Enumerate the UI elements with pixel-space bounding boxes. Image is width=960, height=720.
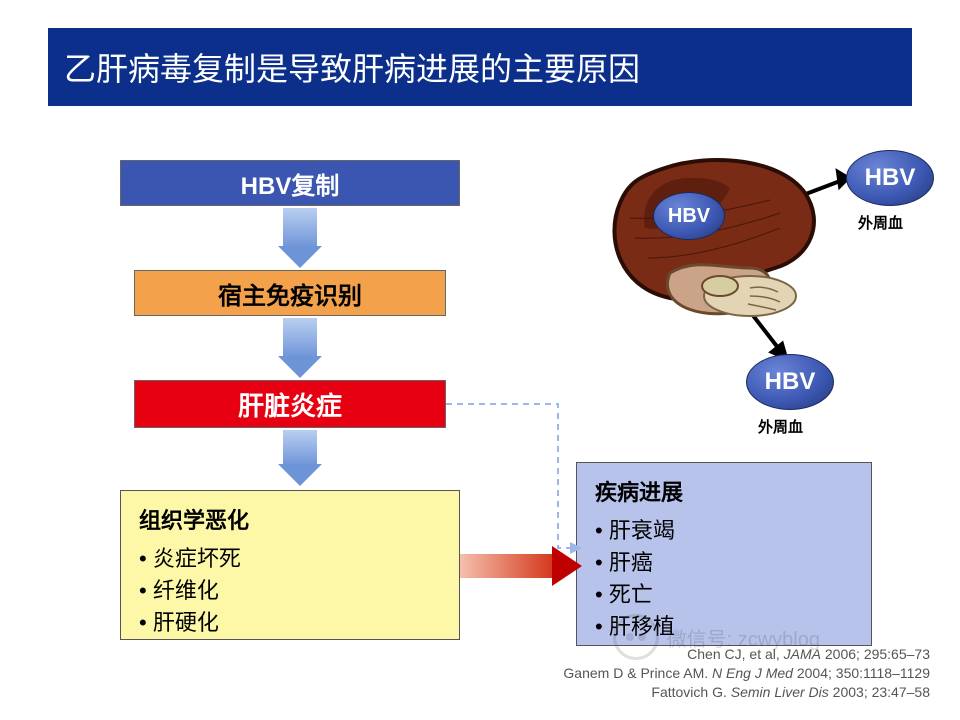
citation-line: Ganem D & Prince AM. N Eng J Med 2004; 3…	[563, 664, 930, 683]
dashed-connector	[446, 404, 576, 548]
list-item: 肝硬化	[139, 605, 441, 637]
arrow-1-head	[278, 246, 322, 268]
arrow-2	[273, 318, 327, 378]
list-item: 纤维化	[139, 573, 441, 605]
box-histology: 组织学恶化 炎症坏死 纤维化 肝硬化	[120, 490, 460, 640]
citations: Chen CJ, et al, JAMA 2006; 295:65–73 Gan…	[563, 645, 930, 702]
citation-line: Fattovich G. Semin Liver Dis 2003; 23:47…	[563, 683, 930, 702]
arrow-2-shaft	[283, 318, 317, 358]
progression-header: 疾病进展	[595, 475, 853, 507]
citation-line: Chen CJ, et al, JAMA 2006; 295:65–73	[563, 645, 930, 664]
arrow-1	[273, 208, 327, 268]
list-item: 死亡	[595, 577, 853, 609]
title-bar: 乙肝病毒复制是导致肝病进展的主要原因	[48, 28, 912, 106]
caption-peripheral-2: 外周血	[758, 416, 803, 437]
hbv-pill-top: HBV	[846, 150, 934, 206]
slide: 乙肝病毒复制是导致肝病进展的主要原因 HBV复制 宿主免疫识别 肝脏炎症 组织学…	[0, 0, 960, 720]
histology-list: 炎症坏死 纤维化 肝硬化	[139, 541, 441, 637]
list-item: 肝癌	[595, 545, 853, 577]
list-item: 肝衰竭	[595, 513, 853, 545]
slide-title: 乙肝病毒复制是导致肝病进展的主要原因	[64, 44, 640, 90]
hbv-label: HBV	[765, 368, 816, 396]
list-item: 炎症坏死	[139, 541, 441, 573]
caption-peripheral-1: 外周血	[858, 212, 903, 233]
box-inflammation-label: 肝脏炎症	[238, 386, 342, 423]
arrow-3-head	[278, 464, 322, 486]
histology-header: 组织学恶化	[139, 503, 441, 535]
box-immune: 宿主免疫识别	[134, 270, 446, 316]
box-hbv-label: HBV复制	[241, 166, 340, 201]
hbv-label: HBV	[668, 205, 710, 228]
arrow-3	[273, 430, 327, 486]
box-inflammation: 肝脏炎症	[134, 380, 446, 428]
hbv-label: HBV	[865, 164, 916, 192]
hbv-pill-bottom: HBV	[746, 354, 834, 410]
box-hbv-replication: HBV复制	[120, 160, 460, 206]
arrow-1-shaft	[283, 208, 317, 248]
liver-icon	[600, 158, 830, 328]
arrow-3-shaft	[283, 430, 317, 466]
arrow-2-head	[278, 356, 322, 378]
box-immune-label: 宿主免疫识别	[218, 276, 362, 311]
hbv-pill-on-liver: HBV	[653, 192, 725, 240]
